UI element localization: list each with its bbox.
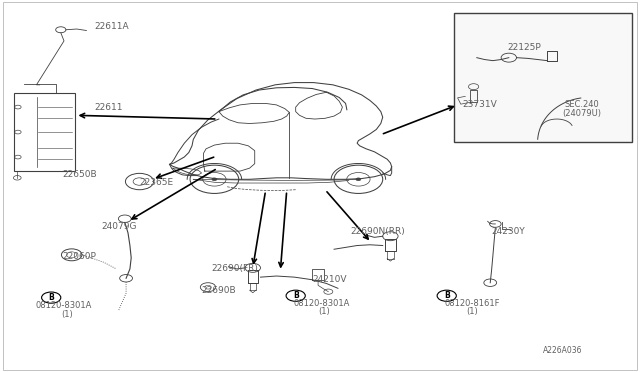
Text: 22365E: 22365E bbox=[140, 178, 173, 187]
Text: 24210V: 24210V bbox=[312, 275, 347, 284]
Text: (1): (1) bbox=[319, 307, 330, 316]
Text: (1): (1) bbox=[466, 307, 477, 316]
Bar bbox=[454, 13, 632, 142]
Text: SEC.240: SEC.240 bbox=[564, 100, 599, 109]
Text: 24079G: 24079G bbox=[101, 222, 136, 231]
Text: 08120-8161F: 08120-8161F bbox=[445, 299, 500, 308]
Bar bbox=[14, 93, 75, 171]
Text: (24079U): (24079U) bbox=[562, 109, 601, 118]
Text: 22690N(RR): 22690N(RR) bbox=[351, 227, 406, 236]
Circle shape bbox=[356, 178, 361, 181]
Text: A226A036: A226A036 bbox=[543, 346, 582, 355]
Text: B: B bbox=[444, 291, 449, 300]
Text: 08120-8301A: 08120-8301A bbox=[35, 301, 92, 310]
Text: 23731V: 23731V bbox=[462, 100, 497, 109]
Text: (1): (1) bbox=[61, 310, 72, 319]
Text: 22611A: 22611A bbox=[95, 22, 129, 31]
Text: 22060P: 22060P bbox=[63, 252, 97, 261]
Text: 22611: 22611 bbox=[95, 103, 124, 112]
Text: B: B bbox=[293, 291, 298, 300]
Text: 08120-8301A: 08120-8301A bbox=[293, 299, 349, 308]
Text: B: B bbox=[49, 293, 54, 302]
Text: 22690(FR): 22690(FR) bbox=[211, 264, 258, 273]
Text: 24230Y: 24230Y bbox=[492, 227, 525, 236]
Circle shape bbox=[212, 178, 217, 181]
Text: 22125P: 22125P bbox=[507, 43, 541, 52]
Text: 22690B: 22690B bbox=[202, 286, 236, 295]
Text: 22650B: 22650B bbox=[63, 170, 97, 179]
